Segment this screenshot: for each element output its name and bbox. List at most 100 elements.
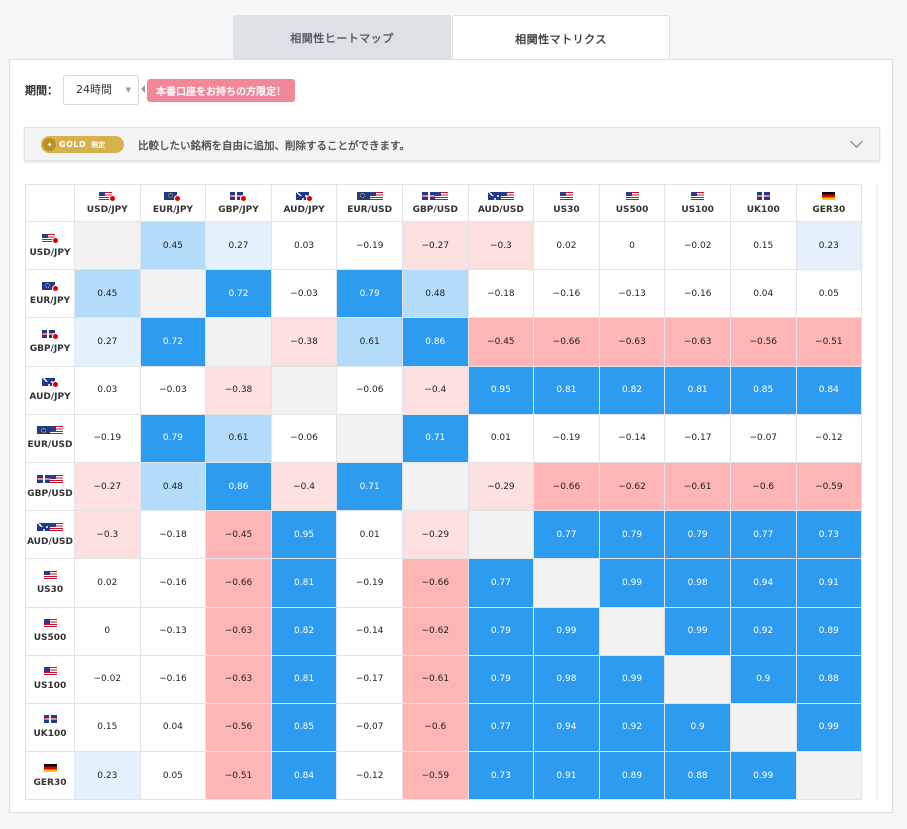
symbol-flags bbox=[469, 191, 534, 202]
matrix-cell: −0.4 bbox=[401, 365, 469, 415]
flag-usa-icon bbox=[43, 619, 57, 628]
flag-usa-icon bbox=[369, 191, 383, 200]
matrix-cell: 0.9 bbox=[729, 654, 797, 704]
matrix-cell: −0.56 bbox=[729, 317, 797, 367]
row-header-label: USD/JPY bbox=[29, 247, 71, 258]
matrix-cell: 0.71 bbox=[401, 413, 469, 463]
matrix-cell: 0.01 bbox=[467, 413, 535, 463]
promo-pointer-icon bbox=[141, 85, 145, 93]
matrix-diagonal-cell bbox=[664, 654, 731, 704]
flag-uk-icon bbox=[43, 715, 57, 724]
gold-badge-text: GOLD bbox=[59, 140, 87, 149]
column-header-label: US100 bbox=[681, 204, 714, 215]
period-select[interactable]: 24時間 ▼ bbox=[63, 75, 139, 105]
matrix-cell: 0.84 bbox=[795, 365, 863, 415]
matrix-cell: −0.27 bbox=[401, 220, 469, 271]
flag-usa-icon bbox=[50, 426, 63, 435]
symbol-flags bbox=[26, 378, 74, 389]
matrix-cell: 0.23 bbox=[74, 751, 141, 800]
matrix-diagonal-cell bbox=[270, 365, 338, 415]
matrix-cell: −0.59 bbox=[401, 751, 469, 800]
symbol-flags bbox=[26, 667, 74, 677]
matrix-cell: 0.02 bbox=[74, 558, 141, 608]
column-header-ger30: GER30 bbox=[795, 184, 863, 222]
matrix-cell: 0.81 bbox=[270, 558, 338, 608]
correlation-matrix-scroll[interactable]: USD/JPY EUR/JPY GBP/JPY AUD/JPY EUR/USD GBP/U… bbox=[25, 184, 878, 800]
flag-jp-icon bbox=[51, 332, 59, 340]
matrix-diagonal-cell bbox=[401, 461, 469, 512]
symbol-flags bbox=[141, 191, 206, 202]
matrix-cell: −0.38 bbox=[270, 317, 338, 367]
matrix-cell: −0.14 bbox=[336, 606, 403, 656]
flag-euro-icon bbox=[356, 191, 370, 200]
row-header-label: US100 bbox=[33, 681, 67, 692]
matrix-cell: 0.79 bbox=[467, 654, 535, 704]
matrix-row: US100 −0.02 −0.16 −0.63 0.81 −0.17 −0.61 0.79 0.… bbox=[25, 654, 863, 704]
matrix-cell: 0.79 bbox=[664, 510, 731, 560]
matrix-cell: 0.99 bbox=[598, 558, 666, 608]
column-header-aud-jpy: AUD/JPY bbox=[270, 184, 338, 222]
symbol-flags bbox=[600, 191, 665, 202]
chevron-down-icon[interactable] bbox=[850, 135, 863, 148]
row-header-eur-jpy: EUR/JPY bbox=[25, 269, 75, 319]
matrix-cell: 0.72 bbox=[139, 317, 207, 367]
tab-correlation-matrix[interactable]: 相関性マトリクス bbox=[452, 15, 670, 61]
matrix-cell: 0.99 bbox=[664, 606, 731, 656]
flag-usa-icon bbox=[43, 570, 57, 579]
matrix-cell: −0.66 bbox=[205, 558, 272, 608]
row-header-gbp-usd: GBP/USD bbox=[25, 461, 75, 512]
matrix-cell: 0.95 bbox=[270, 510, 338, 560]
matrix-cell: −0.03 bbox=[270, 269, 338, 319]
matrix-cell: 0.61 bbox=[205, 413, 272, 463]
matrix-cell: −0.27 bbox=[74, 461, 141, 512]
matrix-row: UK100 0.15 0.04 −0.56 0.85 −0.07 −0.6 0.77 0.94 0… bbox=[25, 702, 863, 753]
row-header-us100: US100 bbox=[25, 654, 75, 704]
vertical-scrollbar[interactable] bbox=[876, 184, 878, 800]
matrix-cell: 0.77 bbox=[729, 510, 797, 560]
matrix-cell: 0.73 bbox=[795, 510, 863, 560]
flag-usa-icon bbox=[691, 191, 705, 200]
row-header-label: GER30 bbox=[33, 777, 67, 788]
column-header-label: GER30 bbox=[812, 204, 846, 215]
symbol-flags bbox=[26, 233, 74, 244]
row-header-us500: US500 bbox=[25, 606, 75, 656]
gold-feature-bar[interactable]: ✦ GOLD 限定 比較したい銘柄を自由に追加、削除することができます。 bbox=[24, 127, 880, 161]
matrix-row: US500 0 −0.13 −0.63 0.82 −0.14 −0.62 0.79 0.99 0.… bbox=[25, 606, 863, 656]
matrix-cell: −0.13 bbox=[598, 269, 666, 319]
symbol-flags bbox=[337, 191, 402, 202]
matrix-cell: 0.86 bbox=[205, 461, 272, 512]
matrix-cell: 0.85 bbox=[729, 365, 797, 415]
matrix-cell: 0.77 bbox=[533, 510, 600, 560]
gold-description: 比較したい銘柄を自由に追加、削除することができます。 bbox=[138, 140, 410, 152]
matrix-diagonal-cell bbox=[795, 751, 863, 800]
matrix-cell: 0.99 bbox=[729, 751, 797, 800]
row-header-label: US500 bbox=[33, 633, 67, 644]
column-header-aud-usd: AUD/USD bbox=[467, 184, 535, 222]
matrix-row: EUR/USD −0.19 0.79 0.61 −0.06 0.71 0.01 −0.19 −0… bbox=[25, 413, 863, 463]
flag-aus-icon bbox=[37, 522, 50, 531]
flag-euro-icon bbox=[41, 281, 55, 290]
matrix-cell: −0.06 bbox=[336, 365, 403, 415]
flag-uk-icon bbox=[41, 329, 55, 338]
column-header-eur-jpy: EUR/JPY bbox=[139, 184, 207, 222]
flag-uk-icon bbox=[756, 191, 770, 200]
matrix-cell: −0.16 bbox=[139, 654, 207, 704]
matrix-cell: 0.88 bbox=[795, 654, 863, 704]
period-select-value: 24時間 bbox=[76, 83, 112, 96]
flag-aus-icon bbox=[487, 191, 501, 200]
matrix-cell: 0.27 bbox=[74, 317, 141, 367]
matrix-cell: 0.71 bbox=[336, 461, 403, 512]
matrix-cell: 0.92 bbox=[598, 702, 666, 753]
matrix-cell: 0.72 bbox=[205, 269, 272, 319]
matrix-cell: −0.14 bbox=[598, 413, 666, 463]
symbol-flags bbox=[26, 570, 74, 581]
matrix-cell: 0.85 bbox=[270, 702, 338, 753]
matrix-cell: 0.99 bbox=[533, 606, 600, 656]
matrix-diagonal-cell bbox=[139, 269, 207, 319]
matrix-cell: 0.05 bbox=[795, 269, 863, 319]
symbol-flags bbox=[75, 191, 140, 202]
matrix-cell: −0.4 bbox=[270, 461, 338, 512]
tab-correlation-heatmap[interactable]: 相関性ヒートマップ bbox=[233, 15, 451, 60]
matrix-diagonal-cell bbox=[598, 606, 666, 656]
matrix-cell: 0 bbox=[74, 606, 141, 656]
